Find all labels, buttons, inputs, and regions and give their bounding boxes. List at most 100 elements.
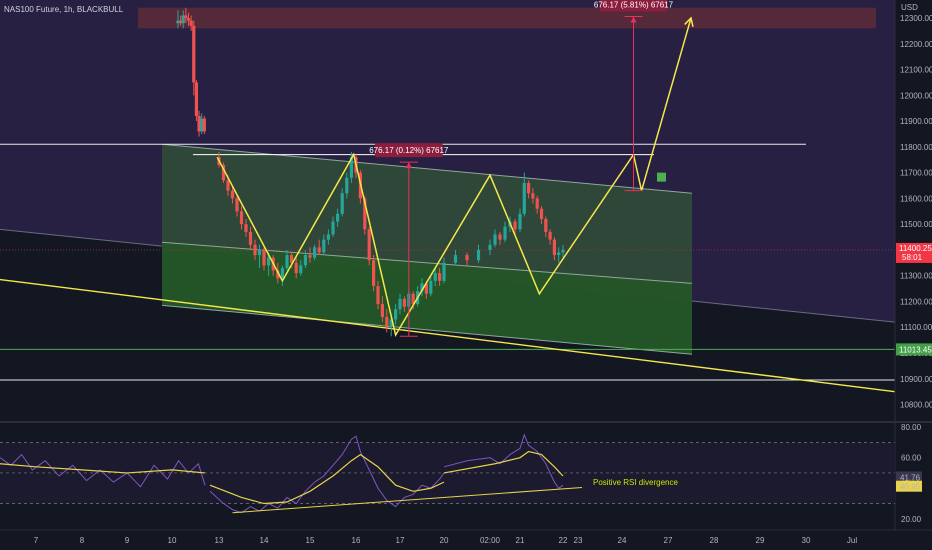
time-tick-label: 21 xyxy=(516,536,525,545)
time-axis-background xyxy=(0,530,932,550)
rsi-ma-line xyxy=(209,453,445,505)
candle-body xyxy=(527,182,531,194)
rsi-ma-line xyxy=(443,450,564,477)
price-tick-label: 10900.00 xyxy=(900,375,932,384)
candle-body xyxy=(192,25,196,83)
candle-body xyxy=(189,20,193,26)
candle-body xyxy=(200,118,204,132)
candle-body xyxy=(226,180,230,191)
candle-body xyxy=(548,231,552,240)
rsi-line xyxy=(443,433,564,489)
time-tick-label: 13 xyxy=(215,536,224,545)
candle-body xyxy=(363,198,367,230)
candle-body xyxy=(253,244,257,256)
rsi-divergence-line xyxy=(232,486,583,514)
candle-body xyxy=(239,211,244,225)
candle-body xyxy=(326,234,330,240)
time-tick-label: 7 xyxy=(34,536,39,545)
candle-body xyxy=(184,15,188,19)
price-tick-label: 10800.00 xyxy=(900,401,932,410)
candle-body xyxy=(308,255,312,258)
time-tick-label: 23 xyxy=(574,536,583,545)
time-tick-label: 17 xyxy=(396,536,405,545)
time-tick-label: 14 xyxy=(260,536,269,545)
rsi-value-badge xyxy=(896,471,922,483)
price-axis-unit: USD xyxy=(901,3,918,12)
support-price-label: 11013.45 xyxy=(899,345,932,354)
candle-body xyxy=(176,20,180,24)
countdown-label: 58:01 xyxy=(902,253,923,262)
price-axis-background xyxy=(895,0,932,550)
candle-body xyxy=(257,249,262,256)
measure-label-box xyxy=(599,0,668,12)
candle-body xyxy=(518,213,522,230)
candle-body xyxy=(186,18,191,21)
channel-top-line xyxy=(161,143,693,194)
candle-body xyxy=(197,115,201,132)
candle-body xyxy=(313,247,317,258)
channel-lower-shading xyxy=(162,242,692,355)
measure-arrow xyxy=(405,162,412,169)
candle-body xyxy=(433,273,437,281)
candle-body xyxy=(244,224,248,232)
long-trendline xyxy=(0,278,896,393)
price-tick-label: 11600.00 xyxy=(900,194,932,203)
time-tick-label: 10 xyxy=(168,536,177,545)
rsi-divergence-label: Positive RSI divergence xyxy=(593,478,678,487)
candle-body xyxy=(380,304,384,317)
candle-body xyxy=(290,255,294,263)
candle-body xyxy=(181,15,185,24)
price-tick-label: 11800.00 xyxy=(900,143,932,152)
price-tick-label: 11700.00 xyxy=(900,169,932,178)
candle-body xyxy=(372,260,376,287)
candle-body xyxy=(420,283,424,292)
rsi-ma-label: 40.95 xyxy=(900,483,921,492)
candle-body xyxy=(394,309,398,320)
measure-label-second: 676.17 (5.81%) 67617 xyxy=(594,0,674,9)
time-tick-label: 24 xyxy=(618,536,627,545)
candle-body xyxy=(235,198,239,212)
time-tick-label: Jul xyxy=(847,536,857,545)
candle-body xyxy=(336,213,340,222)
candle-body xyxy=(285,255,289,268)
time-tick-label: 22 xyxy=(559,536,568,545)
candle-body xyxy=(442,262,446,271)
candle-body xyxy=(267,257,271,266)
candle-body xyxy=(303,255,307,266)
candle-body xyxy=(331,221,335,235)
price-tick-label: 12100.00 xyxy=(900,66,932,75)
price-tick-label: 12000.00 xyxy=(900,91,932,100)
candle-body xyxy=(488,244,492,250)
price-tick-label: 11900.00 xyxy=(900,117,932,126)
time-tick-label: 8 xyxy=(80,536,85,545)
candle-body xyxy=(438,273,442,281)
rsi-tick-label: 20.00 xyxy=(901,515,922,524)
rsi-tick-label: 60.00 xyxy=(901,454,922,463)
candle-body xyxy=(349,157,353,178)
candle-body xyxy=(522,182,526,214)
candle-body xyxy=(194,82,199,116)
current-price-badge xyxy=(896,242,932,263)
candle-body xyxy=(385,316,389,328)
resistance-zone xyxy=(138,7,876,29)
candle-body xyxy=(230,190,235,199)
time-tick-label: 27 xyxy=(664,536,673,545)
candle-body xyxy=(429,280,433,294)
candle-body xyxy=(402,298,406,307)
time-tick-label: 9 xyxy=(125,536,130,545)
price-tick-label: 12200.00 xyxy=(900,40,932,49)
candle-body xyxy=(376,286,380,305)
candle-body xyxy=(503,226,507,240)
time-tick-label: 29 xyxy=(756,536,765,545)
candle-body xyxy=(389,319,393,328)
pattern-zigzag xyxy=(216,17,692,337)
candle-body xyxy=(248,231,253,245)
candle-body xyxy=(322,239,326,253)
candle-body xyxy=(411,293,415,305)
channel-bottom-line xyxy=(161,304,693,355)
candle-body xyxy=(317,247,321,253)
candle-body xyxy=(535,198,539,209)
price-tick-label: 12300.00 xyxy=(900,14,932,23)
